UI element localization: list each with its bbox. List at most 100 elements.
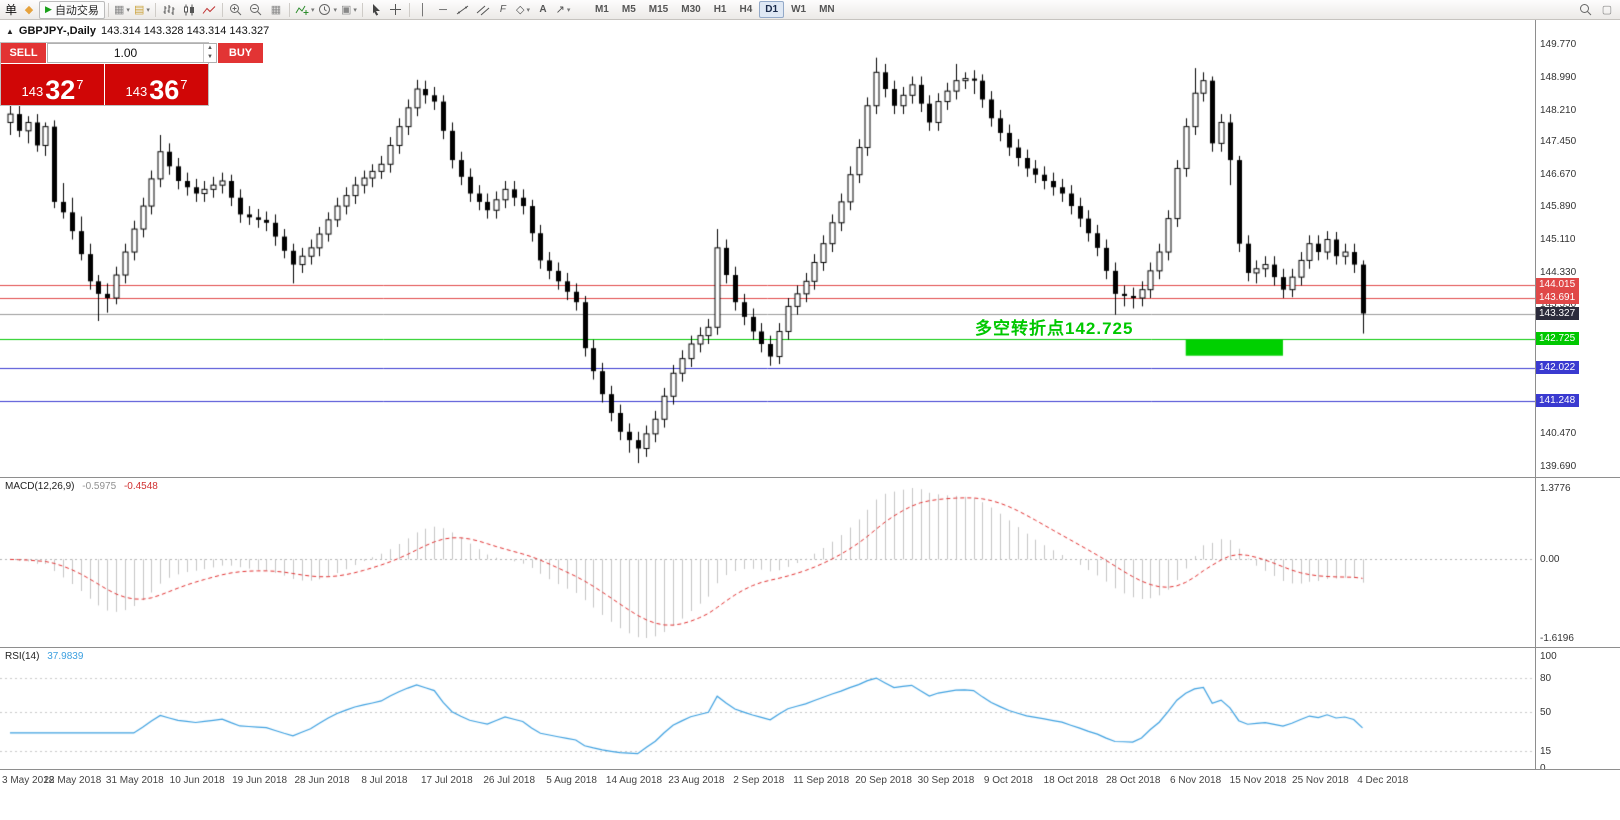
price-level-badge: 141.248 — [1536, 393, 1580, 407]
time-axis[interactable]: 3 May 2018 22 May 2018 31 May 2018 10 Jun 2… — [0, 770, 1620, 820]
ask-big-digits: 36 — [149, 75, 180, 105]
date-label: 18 Oct 2018 — [1043, 775, 1099, 786]
volume-down-icon[interactable]: ▼ — [207, 54, 213, 60]
indicators-icon[interactable] — [293, 1, 317, 19]
macd-axis-min: -1.6196 — [1540, 633, 1574, 644]
rsi-axis-label: 100 — [1540, 651, 1557, 662]
trendline-icon[interactable] — [453, 1, 473, 19]
ohlc-values: 143.314 143.328 143.314 143.327 — [100, 25, 270, 37]
price-tick: 145.110 — [1540, 234, 1576, 246]
ask-price-box[interactable]: 143 36 7 — [105, 64, 208, 105]
volume-input[interactable] — [48, 44, 203, 62]
date-label: 25 Nov 2018 — [1292, 775, 1349, 786]
macd-axis-zero: 0.00 — [1540, 554, 1560, 566]
toolbar-separator — [361, 2, 363, 17]
timeframe-m30[interactable]: M30 — [681, 4, 701, 15]
timeframe-mn[interactable]: MN — [819, 4, 835, 15]
zoom-out-icon[interactable] — [246, 1, 266, 19]
toolbar-separator — [408, 2, 410, 17]
date-label: 5 Aug 2018 — [546, 775, 597, 786]
price-level-badge: 144.015 — [1536, 277, 1580, 291]
current-price-badge: 143.327 — [1536, 306, 1580, 320]
new-chart-icon[interactable]: ▦ — [112, 1, 132, 19]
toolbar-separator — [288, 2, 290, 17]
timeframe-w1[interactable]: W1 — [791, 4, 807, 15]
date-label: 17 Jul 2018 — [420, 775, 473, 786]
bid-big-digits: 32 — [45, 75, 76, 105]
shapes-icon[interactable]: ◇ — [513, 1, 533, 19]
date-label: 3 May 2018 — [2, 775, 55, 786]
date-label: 8 Jul 2018 — [361, 775, 408, 786]
bar-chart-icon[interactable] — [159, 1, 179, 19]
new-window-icon[interactable]: ▢ — [1601, 4, 1613, 16]
price-scale[interactable]: 149.770 148.990 148.210 147.450 146.670 145.8… — [1535, 20, 1620, 774]
channel-icon[interactable] — [473, 1, 493, 19]
price-tick: 143.550 — [1540, 299, 1577, 311]
periods-icon[interactable] — [316, 1, 339, 19]
candlestick-chart-icon[interactable] — [179, 1, 199, 19]
macd-pane-canvas[interactable] — [0, 478, 1535, 648]
chart-text-annotation[interactable]: 多空转折点142.725 — [975, 319, 1134, 338]
macd-main-value: -0.5975 — [82, 481, 117, 492]
menu-label: 单 — [5, 3, 18, 17]
text-label-icon[interactable]: A — [539, 4, 547, 15]
price-tick: 140.470 — [1540, 428, 1577, 440]
timeframe-h4[interactable]: H4 — [739, 4, 753, 15]
rsi-axis-label: 0 — [1540, 763, 1546, 774]
crosshair-icon[interactable] — [386, 1, 406, 19]
profiles-icon[interactable]: ▤ — [132, 1, 152, 19]
bid-prefix: 143 — [21, 84, 44, 99]
cursor-icon[interactable] — [366, 1, 386, 19]
fibonacci-icon[interactable]: F — [499, 4, 507, 15]
ask-prefix: 143 — [125, 84, 148, 99]
toolbar-right-group: ▢ — [1575, 1, 1617, 19]
toolbar-separator — [221, 2, 223, 17]
chart-header: ▲ GBPJPY-,Daily 143.314 143.328 143.314 … — [6, 25, 269, 37]
date-label: 10 Jun 2018 — [169, 775, 225, 786]
bid-price-box[interactable]: 143 32 7 — [1, 64, 104, 105]
new-order-icon[interactable]: ◆ — [24, 4, 34, 16]
macd-label: MACD(12,26,9) -0.5975 -0.4548 — [5, 481, 158, 492]
search-icon[interactable] — [1575, 1, 1595, 19]
ask-fraction: 7 — [180, 77, 188, 92]
date-label: 28 Jun 2018 — [294, 775, 350, 786]
date-label: 23 Aug 2018 — [668, 775, 725, 786]
timeframe-h1[interactable]: H1 — [713, 4, 727, 15]
vertical-line-icon[interactable]: │ — [419, 3, 427, 16]
price-chart-canvas[interactable] — [0, 20, 1535, 478]
sell-button[interactable]: SELL — [1, 43, 46, 63]
date-label: 2 Sep 2018 — [733, 775, 785, 786]
date-label: 20 Sep 2018 — [855, 775, 912, 786]
price-tick: 149.770 — [1540, 39, 1577, 51]
buy-button[interactable]: BUY — [218, 43, 263, 63]
timeframe-m1[interactable]: M1 — [594, 4, 609, 15]
collapse-panel-icon[interactable]: ▲ — [6, 26, 14, 36]
tile-windows-icon[interactable]: ▦ — [270, 4, 282, 16]
symbol-period-label: GBPJPY-,Daily — [18, 25, 96, 37]
volume-spin: ▲ ▼ — [203, 44, 216, 62]
autotrading-button[interactable]: ▶ 自动交易 — [39, 0, 105, 19]
pane-separator[interactable] — [0, 647, 1620, 648]
arrow-tool-icon[interactable]: ↗ — [553, 1, 573, 19]
date-label: 14 Aug 2018 — [605, 775, 663, 786]
date-label: 31 May 2018 — [105, 775, 164, 786]
timeframe-m5[interactable]: M5 — [621, 4, 636, 15]
date-label: 26 Jul 2018 — [483, 775, 536, 786]
zoom-in-icon[interactable] — [226, 1, 246, 19]
date-label: 30 Sep 2018 — [917, 775, 975, 786]
bid-fraction: 7 — [76, 77, 84, 92]
price-level-badge: 142.022 — [1536, 361, 1580, 375]
horizontal-line-icon[interactable]: ─ — [439, 3, 447, 16]
timeframe-m15[interactable]: M15 — [648, 4, 669, 15]
rsi-pane-canvas[interactable] — [0, 648, 1535, 770]
date-label: 19 Jun 2018 — [232, 775, 288, 786]
volume-up-icon[interactable]: ▲ — [207, 45, 213, 51]
price-tick: 148.210 — [1540, 104, 1577, 116]
date-label: 15 Nov 2018 — [1229, 775, 1287, 786]
line-chart-icon[interactable] — [199, 1, 219, 19]
rsi-value: 37.9839 — [47, 651, 84, 662]
timeframe-d1[interactable]: D1 — [759, 1, 785, 18]
templates-icon[interactable]: ▣ — [339, 1, 359, 19]
pane-separator[interactable] — [0, 477, 1620, 478]
